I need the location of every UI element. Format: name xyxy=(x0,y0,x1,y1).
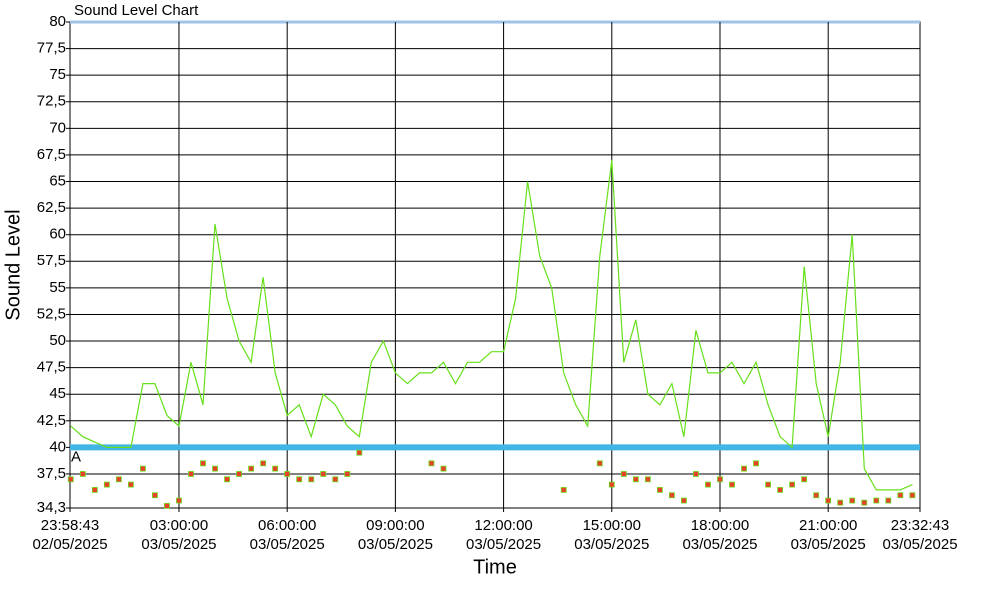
data-marker xyxy=(224,476,230,483)
data-marker xyxy=(825,497,832,504)
y-tick-label: 57,5 xyxy=(37,252,66,269)
data-marker xyxy=(632,476,639,483)
threshold-label: A xyxy=(71,448,81,465)
y-tick-label: 75 xyxy=(49,66,66,83)
data-marker xyxy=(103,481,110,488)
data-marker xyxy=(140,465,146,472)
data-marker xyxy=(705,481,711,488)
data-marker xyxy=(127,481,134,488)
y-tick-label: 45 xyxy=(49,385,66,402)
data-marker xyxy=(753,460,759,467)
data-marker xyxy=(873,497,880,504)
data-marker xyxy=(296,476,303,483)
y-tick-label: 80 xyxy=(49,13,66,30)
data-marker xyxy=(440,465,447,472)
y-tick-label: 72,5 xyxy=(37,93,66,110)
y-tick-label: 60 xyxy=(49,226,66,243)
data-marker xyxy=(344,471,351,477)
data-marker xyxy=(596,460,603,467)
data-marker xyxy=(729,481,735,488)
x-tick-label: 23:58:43 02/05/2025 xyxy=(32,517,108,553)
y-tick-label: 65 xyxy=(49,172,66,189)
data-marker xyxy=(428,460,435,467)
data-marker xyxy=(200,460,206,467)
data-marker xyxy=(260,460,267,467)
x-tick-label: 18:00:00 03/05/2025 xyxy=(682,517,758,553)
data-marker xyxy=(741,465,747,472)
data-marker xyxy=(789,481,796,488)
data-marker xyxy=(272,465,279,472)
data-marker xyxy=(164,502,170,509)
y-tick-label: 67,5 xyxy=(37,146,66,163)
x-tick-label: 09:00:00 03/05/2025 xyxy=(357,517,433,553)
plot-area xyxy=(69,21,921,509)
x-tick-label: 21:00:00 03/05/2025 xyxy=(790,517,866,553)
data-marker xyxy=(849,497,856,504)
y-axis-label: Sound Level xyxy=(2,209,24,320)
data-marker xyxy=(656,487,663,493)
data-marker xyxy=(885,497,892,504)
data-marker xyxy=(681,497,687,504)
x-tick-label: 15:00:00 03/05/2025 xyxy=(574,517,650,553)
data-marker xyxy=(909,492,916,499)
data-marker xyxy=(813,492,820,499)
y-tick-label: 40 xyxy=(49,438,66,455)
chart-title: Sound Level Chart xyxy=(74,2,199,19)
data-marker xyxy=(861,499,868,506)
data-marker xyxy=(608,481,615,488)
data-marker xyxy=(897,492,904,499)
data-marker xyxy=(837,499,844,506)
data-marker xyxy=(693,471,699,477)
y-tick-label: 55 xyxy=(49,279,66,296)
data-marker xyxy=(284,471,291,477)
data-marker xyxy=(91,487,98,493)
x-axis-label: Time xyxy=(473,556,517,578)
data-marker xyxy=(248,465,255,472)
x-tick-label: 06:00:00 03/05/2025 xyxy=(249,517,325,553)
y-tick-label: 37,5 xyxy=(37,465,66,482)
data-marker xyxy=(115,476,122,483)
data-marker xyxy=(320,471,327,477)
y-tick-label: 47,5 xyxy=(37,359,66,376)
data-marker xyxy=(620,471,627,477)
data-marker xyxy=(560,487,567,493)
x-tick-label: 12:00:00 03/05/2025 xyxy=(466,517,542,553)
y-tick-label: 77,5 xyxy=(37,40,66,57)
x-tick-label: 03:00:00 03/05/2025 xyxy=(141,517,217,553)
data-marker xyxy=(308,476,315,483)
data-marker xyxy=(236,471,242,477)
y-tick-label: 42,5 xyxy=(37,412,66,429)
data-marker xyxy=(188,471,194,477)
data-line xyxy=(70,160,913,491)
data-marker xyxy=(717,476,723,483)
y-tick-label: 50 xyxy=(49,332,66,349)
data-marker xyxy=(79,471,86,477)
data-marker xyxy=(356,449,363,456)
data-marker xyxy=(67,476,74,483)
y-tick-label: 70 xyxy=(49,119,66,136)
data-marker xyxy=(777,487,784,493)
data-marker xyxy=(644,476,651,483)
y-tick-label: 34,3 xyxy=(37,499,66,516)
y-tick-label: 62,5 xyxy=(37,199,66,216)
data-marker xyxy=(332,476,339,483)
y-tick-label: 52,5 xyxy=(37,305,66,322)
data-marker xyxy=(801,476,808,483)
data-marker xyxy=(669,492,675,499)
data-marker xyxy=(176,497,182,504)
data-marker xyxy=(765,481,771,488)
x-tick-label: 23:32:43 03/05/2025 xyxy=(882,517,958,553)
data-marker xyxy=(152,492,158,499)
data-marker xyxy=(212,465,218,472)
